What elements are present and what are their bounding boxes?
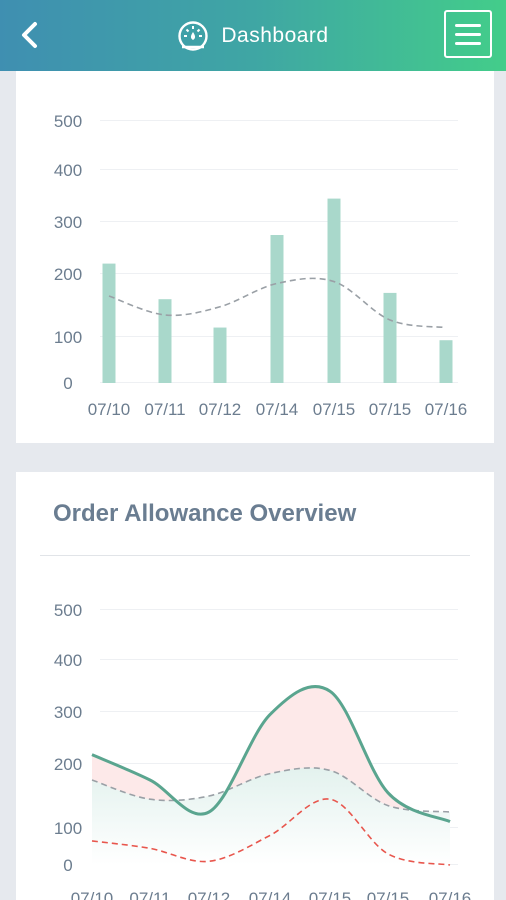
y-tick-label: 300 xyxy=(54,703,82,722)
y-tick-label: 100 xyxy=(54,328,82,347)
bar xyxy=(270,235,284,383)
y-tick-label: 200 xyxy=(54,265,82,284)
page-title: Dashboard xyxy=(221,23,329,47)
y-tick-label: 300 xyxy=(54,213,82,232)
daily-orders-card: 0 100 200 300 400 500 07/10 07/11 07/12 07/14 07/1… xyxy=(16,71,494,443)
app-header: Dashboard xyxy=(0,0,506,71)
bar xyxy=(213,327,227,383)
x-tick-label: 07/11 xyxy=(144,400,185,419)
x-tick-label: 07/10 xyxy=(88,400,131,419)
bar xyxy=(383,292,397,383)
bar xyxy=(327,198,341,383)
x-tick-label: 07/14 xyxy=(256,400,299,419)
area-fill-secondary xyxy=(92,767,450,865)
trend-line xyxy=(108,277,447,329)
speedometer-icon xyxy=(178,20,209,51)
series-line-main xyxy=(91,685,451,823)
x-tick-label: 07/12 xyxy=(188,889,231,900)
x-tick-label: 07/15 xyxy=(309,889,352,900)
order-allowance-card: Order Allowance Overview 0 100 200 300 400 50… xyxy=(16,472,494,900)
x-tick-label: 07/16 xyxy=(425,400,468,419)
bar xyxy=(439,340,453,383)
x-tick-label: 07/11 xyxy=(129,889,170,900)
back-button[interactable] xyxy=(20,16,56,54)
card-divider xyxy=(40,555,470,556)
x-tick-label: 07/12 xyxy=(199,400,242,419)
y-tick-label: 400 xyxy=(54,161,82,180)
y-tick-label: 500 xyxy=(54,601,82,620)
bar xyxy=(102,263,116,383)
x-tick-label: 07/15 xyxy=(369,400,412,419)
chevron-left-icon xyxy=(22,22,37,48)
area-chart: 0 100 200 300 400 500 07/10 07/11 07/12 07/14 07/1… xyxy=(54,601,472,900)
x-tick-label: 07/15 xyxy=(367,889,410,900)
y-tick-label: 400 xyxy=(54,651,82,670)
bar xyxy=(158,299,172,383)
x-tick-label: 07/15 xyxy=(313,400,356,419)
y-tick-label: 200 xyxy=(54,755,82,774)
menu-button[interactable] xyxy=(444,10,492,58)
x-tick-label: 07/16 xyxy=(429,889,472,900)
y-tick-label: 0 xyxy=(63,856,72,875)
bar-chart: 0 100 200 300 400 500 07/10 07/11 07/12 07/14 07/1… xyxy=(54,112,468,419)
y-tick-label: 500 xyxy=(54,112,82,131)
x-tick-label: 07/10 xyxy=(71,889,114,900)
y-tick-label: 0 xyxy=(63,374,72,393)
y-tick-label: 100 xyxy=(54,819,82,838)
card-title: Order Allowance Overview xyxy=(53,500,357,527)
series-line-dashed xyxy=(91,767,451,813)
header-title-group: Dashboard xyxy=(0,0,506,71)
x-tick-label: 07/14 xyxy=(249,889,292,900)
hamburger-menu-icon xyxy=(455,23,481,27)
